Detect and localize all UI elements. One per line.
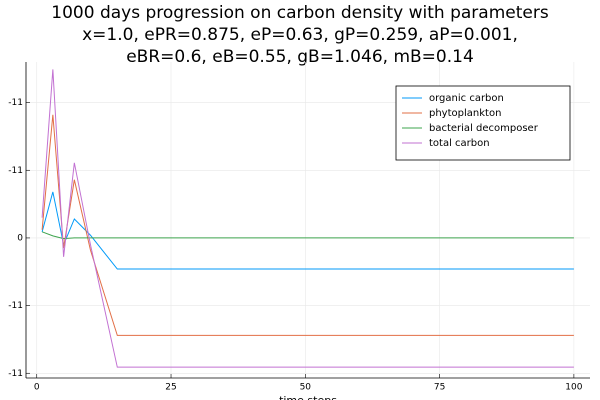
x-tick-label: 0 <box>34 383 40 393</box>
y-tick-label: -11 <box>8 369 23 379</box>
series-line <box>41 114 574 336</box>
chart-title: x=1.0, ePR=0.875, eP=0.63, gP=0.259, aP=… <box>82 25 518 45</box>
series-line <box>41 69 574 368</box>
x-tick-label: 100 <box>565 383 582 393</box>
legend-box <box>395 85 571 161</box>
x-tick-label: 75 <box>434 383 445 393</box>
legend-label: total carbon <box>429 138 490 149</box>
x-axis-label: time steps <box>279 394 337 400</box>
y-tick-label: -11 <box>8 301 23 311</box>
series-line <box>41 231 574 240</box>
legend-label: phytoplankton <box>429 108 501 119</box>
legend-label: bacterial decomposer <box>429 123 539 134</box>
x-tick-label: 25 <box>165 383 176 393</box>
y-tick-label: -11 <box>8 98 23 108</box>
y-tick-label: 0 <box>17 233 23 243</box>
chart-title: 1000 days progression on carbon density … <box>51 3 549 23</box>
chart-title: eBR=0.6, eB=0.55, gB=1.046, mB=0.14 <box>126 47 474 67</box>
x-tick-label: 50 <box>300 383 312 393</box>
legend-label: organic carbon <box>429 93 504 104</box>
series-line <box>41 191 574 270</box>
y-tick-label: -11 <box>8 166 23 176</box>
